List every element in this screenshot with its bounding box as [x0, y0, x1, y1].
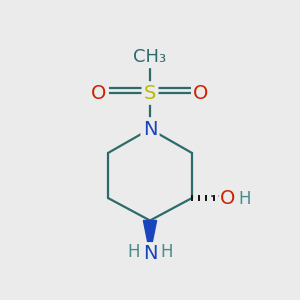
- Text: S: S: [144, 83, 156, 103]
- Text: H: H: [160, 243, 173, 261]
- Text: H: H: [238, 190, 251, 208]
- Text: O: O: [193, 83, 209, 103]
- Text: N: N: [143, 244, 157, 263]
- Text: N: N: [143, 119, 157, 139]
- Text: ····: ····: [202, 192, 230, 203]
- Text: O: O: [91, 83, 107, 103]
- Text: H: H: [127, 243, 140, 261]
- Polygon shape: [143, 220, 157, 254]
- Text: CH₃: CH₃: [134, 48, 166, 66]
- Text: O: O: [220, 188, 236, 208]
